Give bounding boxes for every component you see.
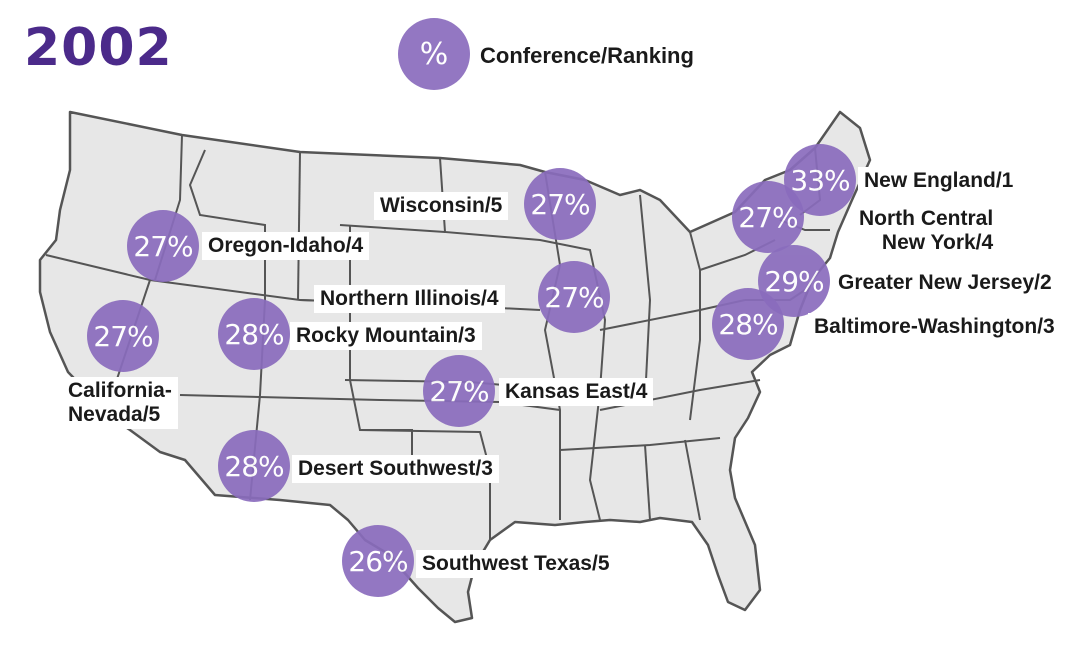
bubble-northern-illinois: 27% (538, 261, 610, 333)
label-northern-illinois: Northern Illinois/4 (314, 285, 505, 314)
legend-percent-bubble: % (398, 18, 470, 90)
label-rocky-mountain: Rocky Mountain/3 (290, 322, 482, 351)
label-california-nevada: California- Nevada/5 (62, 377, 178, 430)
label-southwest-texas: Southwest Texas/5 (416, 550, 616, 579)
label-wisconsin: Wisconsin/5 (374, 192, 509, 221)
label-greater-new-jersey: Greater New Jersey/2 (832, 269, 1058, 298)
bubble-baltimore-washington: 28% (712, 288, 784, 360)
label-oregon-idaho: Oregon-Idaho/4 (202, 232, 370, 261)
bubble-oregon-idaho: 27% (127, 210, 199, 282)
label-north-central-new-york: North Central New York/4 (853, 205, 1000, 258)
bubble-california-nevada: 27% (87, 300, 159, 372)
year-title: 2002 (24, 18, 173, 78)
bubble-wisconsin: 27% (524, 168, 596, 240)
bubble-kansas-east: 27% (423, 355, 495, 427)
bubble-greater-new-jersey: 29% (758, 245, 830, 317)
bubble-rocky-mountain: 28% (218, 298, 290, 370)
bubble-north-central-new-york: 27% (732, 181, 804, 253)
legend-label: Conference/Ranking (480, 43, 694, 68)
label-desert-southwest: Desert Southwest/3 (292, 455, 499, 484)
label-new-england: New England/1 (858, 167, 1020, 196)
label-kansas-east: Kansas East/4 (499, 378, 654, 407)
bubble-southwest-texas: 26% (342, 525, 414, 597)
bubble-desert-southwest: 28% (218, 430, 290, 502)
label-baltimore-washington: Baltimore-Washington/3 (808, 313, 1061, 342)
